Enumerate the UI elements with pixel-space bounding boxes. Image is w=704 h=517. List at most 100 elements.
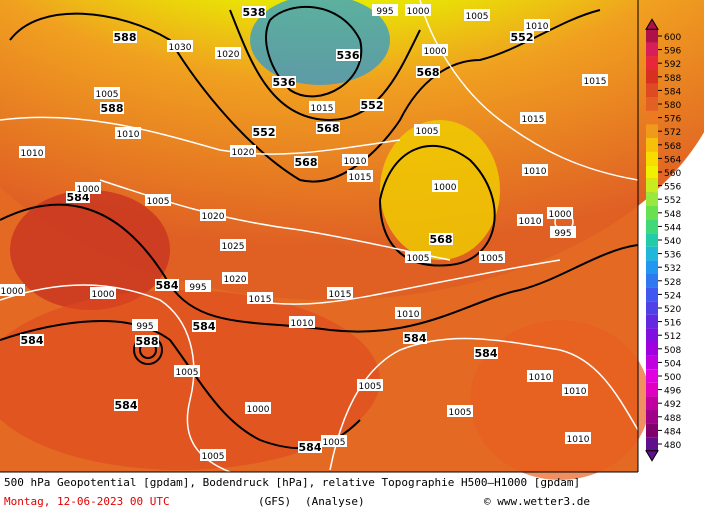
geopotential-label: 584 [156,279,179,292]
color-swatch [646,178,658,193]
label-box [220,239,246,251]
pressure-label: 1010 [21,149,44,159]
label-box [524,19,550,31]
pressure-label: 1020 [224,275,247,285]
label-box [185,280,211,292]
label-box [522,164,548,176]
pressure-label: 1010 [564,387,587,397]
color-swatch [646,287,658,302]
pressure-label: 995 [136,322,153,332]
color-swatch [646,83,658,98]
label-box [422,44,448,56]
colorbar-label: 504 [664,359,681,369]
label-box [113,31,137,43]
colorbar-label: 564 [664,155,681,165]
color-swatch [646,29,658,43]
pressure-label: 1005 [466,12,489,22]
pressure-label: 1000 [247,405,270,415]
pressure-label: 1020 [232,148,255,158]
label-box [135,335,159,347]
footer-model: (GFS) [258,495,291,508]
pressure-label: 1010 [519,217,542,227]
colorbar-label: 512 [664,332,681,342]
colorbar-cap [645,18,659,30]
label-box [565,432,591,444]
color-swatch [646,70,658,84]
pressure-label: 1000 [424,47,447,57]
colorbar-label: 528 [664,278,681,288]
color-swatch [646,342,658,356]
color-swatch [646,260,658,274]
colorbar-label: 500 [664,373,681,383]
geopotential-label: 584 [475,347,498,360]
colorbar-label: 524 [664,291,681,301]
pressure-label: 1005 [323,438,346,448]
label-box [414,124,440,136]
geopotential-label: 584 [67,191,90,204]
colorbar-label: 544 [664,223,681,233]
colorbar-label: 484 [664,427,681,437]
colorbar-label: 516 [664,319,681,329]
colorbar-label: 488 [664,414,681,424]
color-swatch [646,423,658,438]
label-box [145,194,171,206]
colorbar-label: 580 [664,101,681,111]
label-box [342,154,368,166]
label-box [100,102,124,114]
label-box [19,146,45,158]
color-swatch [646,165,658,179]
geopotential-label: 536 [273,76,296,89]
pressure-label: 1000 [1,287,24,297]
footer-date: Montag, 12-06-2023 00 UTC [4,495,170,508]
pressure-label: 1010 [529,373,552,383]
label-box [200,449,226,461]
label-box [247,292,273,304]
geopotential-label: 584 [21,334,44,347]
map-area [0,0,704,480]
label-box [405,251,431,263]
label-box [252,126,276,138]
pressure-label: 1000 [407,7,430,17]
pressure-label: 1020 [202,212,225,222]
label-box [115,127,141,139]
color-swatch [646,246,658,261]
colorbar-label: 600 [664,33,681,43]
color-swatch [646,328,658,342]
label-box [114,399,138,411]
color-swatch [646,110,658,125]
label-box [405,4,431,16]
label-box [327,287,353,299]
label-box [416,66,440,78]
label-box [520,112,546,124]
color-swatch [646,151,658,166]
colorbar-label: 492 [664,400,681,410]
color-swatch [646,138,658,152]
label-box [230,145,256,157]
pressure-label: 1030 [169,43,192,53]
label-box [174,365,200,377]
pressure-label: 1010 [567,435,590,445]
color-swatch [646,206,658,220]
label-box [298,441,322,453]
pressure-label: 995 [376,7,393,17]
label-box [347,170,373,182]
colorbar-label: 480 [664,441,681,451]
pressure-label: 1005 [481,254,504,264]
colorbar-label: 508 [664,346,681,356]
footer-run: (Analyse) [305,495,365,508]
color-swatch [646,124,658,138]
pressure-label: 1010 [524,167,547,177]
label-box [90,287,116,299]
pressure-label: 1010 [526,22,549,32]
pressure-label: 1005 [96,90,119,100]
pressure-label: 1005 [176,368,199,378]
color-swatch [646,410,658,424]
pressure-label: 1015 [311,104,334,114]
geopotential-label: 538 [243,6,266,19]
colorbar-label: 576 [664,115,681,125]
label-box [403,332,427,344]
pressure-label: 1005 [202,452,225,462]
pressure-label: 1005 [407,254,430,264]
label-box [289,316,315,328]
colorbar-label: 588 [664,74,681,84]
